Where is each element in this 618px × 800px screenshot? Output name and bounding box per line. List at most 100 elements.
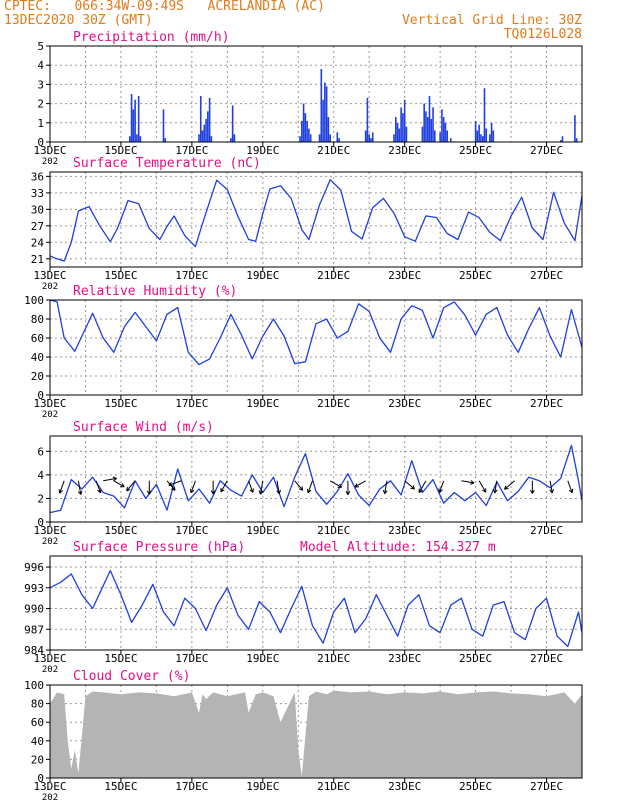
wind-arrow [418, 480, 427, 493]
wind-arrow-shaft [59, 480, 65, 494]
wind-arrow-shaft [494, 480, 498, 494]
wind-arrow-head [339, 483, 343, 488]
y-tick-label: 100 [24, 294, 44, 307]
wind-arrow-head [347, 491, 351, 496]
wind-arrow-head [212, 490, 216, 495]
precip-bar [476, 130, 479, 142]
panel-title: Relative Humidity (%) [73, 284, 237, 299]
precip-bar [164, 138, 167, 142]
x-tick-label: 21DEC [317, 780, 350, 793]
wind-arrow-head [418, 490, 423, 493]
wind-arrow-shaft [384, 480, 388, 494]
x-tick-label: 27DEC [530, 780, 563, 793]
pressure-panel: 984 987 990 993 996 13DEC 15DEC 17DEC 19DEC 21DEC… [24, 540, 583, 675]
precip-bar [430, 118, 433, 142]
y-tick-label: 30 [31, 203, 44, 216]
x-year-label: 202 [42, 793, 58, 800]
x-tick-label: 23DEC [388, 524, 421, 537]
wind-arrow-head [345, 491, 349, 496]
y-tick-label: 21 [31, 253, 44, 266]
precip-bar [366, 97, 369, 142]
wind-arrow-head [470, 480, 475, 484]
pressure-line [49, 569, 583, 648]
wind-arrow-head [146, 490, 150, 495]
precip-bar [574, 115, 576, 142]
wind-arrow-head [171, 488, 176, 491]
precip-bar [575, 138, 578, 142]
chart-header: CPTEC: 066:34W-09:49S ACRELANDIA (AC) 13… [0, 0, 618, 46]
wind-arrow-head [260, 490, 264, 495]
y-tick-label: 24 [31, 236, 45, 249]
wind-arrow-head [382, 489, 386, 494]
precip-bar [308, 128, 310, 142]
wind-arrow [276, 480, 282, 495]
wind-panel: 0 2 4 6 13DEC 15DEC 17DEC 19DEC 21DEC 23DEC 25DEC 2… [33, 420, 583, 547]
x-tick-label: 21DEC [317, 269, 350, 282]
x-tick-label: 21DEC [317, 144, 350, 157]
precip-bar [400, 107, 402, 142]
station-label: CPTEC: 066:34W-09:49S ACRELANDIA (AC) [4, 0, 325, 14]
precip-bar [324, 82, 326, 142]
x-tick-label: 27DEC [530, 144, 563, 157]
precip-bar [478, 124, 480, 142]
y-tick-label: 4 [37, 469, 44, 482]
wind-arrow-head [77, 491, 82, 495]
plot-frame [49, 45, 583, 143]
x-tick-label: 15DEC [104, 144, 137, 157]
wind-arrow-shaft [259, 480, 264, 495]
wind-arrow-head [494, 489, 498, 494]
precip-bar [483, 88, 486, 142]
x-year-label: 202 [42, 282, 58, 292]
precip-bar [561, 136, 564, 142]
wind-arrow-head [126, 488, 131, 492]
wind-arrow [478, 480, 487, 493]
wind-arrow-head [301, 486, 304, 491]
wind-line [49, 444, 583, 514]
wind-arrow-head [307, 489, 312, 494]
wind-arrow-head [220, 489, 225, 493]
wind-arrow-head [384, 490, 388, 495]
x-tick-label: 23DEC [388, 397, 421, 410]
x-year-label: 202 [42, 410, 58, 420]
x-tick-label: 21DEC [317, 397, 350, 410]
wind-arrow-shaft [77, 480, 82, 495]
wind-arrow-shaft [404, 480, 415, 490]
y-tick-label: 3 [37, 78, 44, 91]
precip-bar [129, 136, 131, 142]
x-tick-label: 13DEC [33, 397, 66, 410]
precip-bar [428, 95, 431, 142]
wind-arrow [126, 480, 136, 492]
precipitation-panel: 0 1 2 3 4 5 13DEC 15DEC 17DEC 19DEC 21DEC 23DEC 25DE… [33, 30, 583, 167]
wind-arrow [404, 480, 415, 490]
panel-annotation: Model Altitude: 154.327 m [300, 540, 496, 555]
precip-bar [162, 109, 165, 142]
plot-frame [49, 555, 583, 651]
wind-arrow [113, 480, 125, 488]
precip-bar [134, 99, 136, 142]
x-tick-label: 25DEC [459, 652, 492, 665]
precip-bar [130, 94, 133, 142]
y-tick-label: 27 [31, 220, 44, 233]
x-tick-label: 19DEC [246, 652, 279, 665]
wind-arrow-head [504, 485, 507, 490]
precip-bar [139, 136, 142, 142]
wind-arrow-head [58, 489, 61, 494]
precip-bar [402, 113, 404, 142]
x-tick-label: 13DEC [33, 652, 66, 665]
precip-bar [432, 107, 434, 142]
precip-bar [398, 128, 401, 142]
panel-title: Precipitation (mm/h) [73, 30, 230, 45]
y-tick-label: 80 [31, 698, 44, 711]
grid-note-label: Vertical Grid Line: 30Z [401, 13, 582, 28]
y-tick-label: 20 [31, 370, 44, 383]
wind-arrow-shaft [549, 480, 553, 494]
precip-bar [480, 134, 482, 142]
wind-arrow-shaft [478, 480, 487, 493]
x-year-label: 202 [42, 537, 58, 547]
precip-bar [230, 138, 232, 142]
wind-arrow [146, 480, 152, 495]
wind-arrow-shaft [418, 480, 427, 493]
x-tick-label: 23DEC [388, 269, 421, 282]
wind-arrow [210, 480, 216, 495]
x-tick-label: 25DEC [459, 780, 492, 793]
